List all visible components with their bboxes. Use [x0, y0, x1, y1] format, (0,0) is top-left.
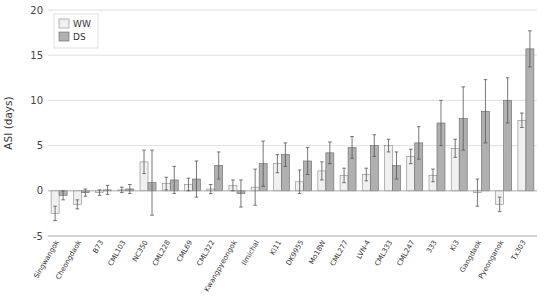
- error-bar: [261, 141, 265, 186]
- error-bar: [253, 169, 257, 205]
- grid-line: [48, 10, 537, 11]
- y-tick-label: 20: [30, 5, 43, 16]
- legend-swatch: [59, 19, 69, 28]
- y-axis-label: ASI (days): [2, 96, 14, 149]
- x-tick-label: NC350: [131, 239, 150, 263]
- grid-line: [48, 236, 537, 237]
- page: {"chart_data": {"type": "bar", "ylabel":…: [0, 0, 545, 306]
- error-bar: [298, 170, 302, 194]
- x-tick-label: CML333: [373, 239, 394, 267]
- error-bar: [461, 87, 465, 150]
- error-bar: [342, 168, 346, 182]
- x-tick-label: DK9955: [285, 239, 306, 267]
- bars: [48, 31, 537, 221]
- y-tick-label: 15: [30, 50, 43, 61]
- error-bar: [239, 180, 243, 207]
- chart: -505101520ASI (days)SingwangokCheongdaok…: [0, 0, 545, 306]
- x-tick-label: CML228: [151, 239, 172, 267]
- bar: [385, 146, 393, 191]
- x-tick-label: CML69: [175, 239, 194, 264]
- error-bar: [142, 150, 146, 174]
- bar: [518, 120, 526, 191]
- grid-line: [48, 190, 537, 191]
- grid-line: [48, 100, 537, 101]
- error-bar: [76, 200, 80, 209]
- legend-frame: [54, 14, 98, 48]
- x-tick-label: Ilmichal: [240, 239, 261, 267]
- legend-swatch: [59, 32, 69, 41]
- error-bar: [320, 162, 324, 180]
- error-bar: [284, 143, 288, 167]
- error-bar: [431, 169, 435, 182]
- legend-label: DS: [73, 32, 86, 42]
- grid: [48, 10, 537, 236]
- error-bar: [172, 166, 176, 193]
- legend-label: WW: [73, 19, 91, 29]
- x-tick-label: Tx303: [509, 239, 527, 263]
- error-bar: [417, 127, 421, 160]
- error-bar: [84, 189, 88, 196]
- x-tick-label: Kwangpyeongok: [203, 238, 239, 293]
- error-bar: [276, 155, 280, 173]
- x-tick-label: CML103: [106, 239, 127, 267]
- error-bar: [395, 152, 399, 179]
- grid-line: [48, 55, 537, 56]
- x-tick-label: Pyeonganok: [477, 238, 506, 280]
- y-tick-label: 10: [30, 95, 43, 106]
- error-bar: [453, 139, 457, 157]
- y-tick-label: 0: [37, 185, 43, 196]
- zero-line: [48, 190, 537, 191]
- error-bar: [209, 184, 213, 193]
- x-axis-line: [48, 236, 537, 237]
- error-bar: [520, 113, 524, 127]
- error-bar: [506, 78, 510, 123]
- error-bar: [528, 31, 532, 67]
- x-tick-label: Cheongdaok: [54, 238, 83, 281]
- error-bar: [61, 191, 65, 200]
- error-bar: [217, 152, 221, 179]
- x-tick-label: CML322: [195, 239, 216, 267]
- x-tick-label: 333: [425, 239, 439, 255]
- error-bar: [128, 184, 132, 193]
- error-bar: [187, 178, 191, 191]
- error-bar: [120, 187, 124, 192]
- y-tick-label: 5: [37, 140, 43, 151]
- y-tick-label: -5: [33, 231, 43, 242]
- error-bar: [350, 137, 354, 159]
- error-bar: [53, 206, 57, 220]
- error-bar: [98, 190, 102, 195]
- error-bar: [231, 180, 235, 191]
- x-tick-label: CML277: [329, 239, 350, 267]
- error-bar: [439, 100, 443, 145]
- x-tick-label: B73: [92, 239, 106, 255]
- error-bar: [195, 161, 199, 197]
- error-bar: [409, 149, 413, 163]
- error-bar: [328, 142, 332, 164]
- error-bar: [498, 197, 502, 211]
- error-bar: [372, 135, 376, 157]
- x-tick-label: CML247: [395, 239, 416, 267]
- error-bar: [150, 150, 154, 215]
- x-tick-label: Ki3: [449, 239, 461, 253]
- error-bar: [387, 139, 391, 152]
- legend: WW DS: [54, 14, 98, 48]
- x-tick-label: LVN-4: [355, 239, 372, 261]
- error-bar: [106, 185, 110, 194]
- x-tick-label: Gangdaok: [458, 238, 483, 274]
- error-bar: [364, 168, 368, 181]
- error-bar: [164, 177, 168, 190]
- x-tick-label: Mo18W: [308, 239, 328, 266]
- error-bar: [306, 147, 310, 174]
- error-bar: [476, 179, 480, 206]
- x-tick-label: Ki11: [268, 239, 283, 256]
- bar: [526, 49, 534, 191]
- error-bar: [484, 80, 488, 143]
